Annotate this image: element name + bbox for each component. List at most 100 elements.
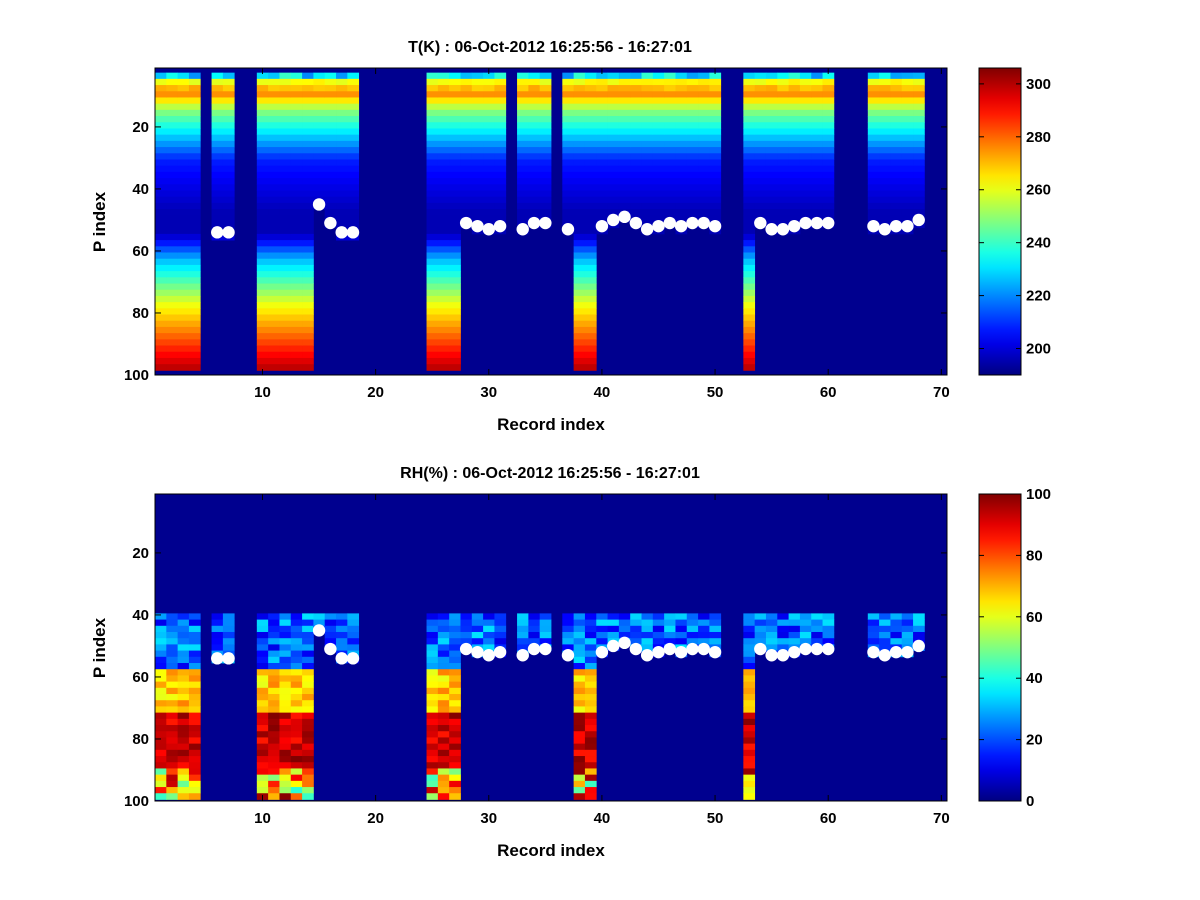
heatmap-cell	[483, 103, 495, 111]
heatmap-cell	[901, 128, 914, 136]
heatmap-cell	[256, 97, 269, 105]
heatmap-cell	[573, 718, 586, 726]
heatmap-cell	[177, 320, 190, 328]
heatmap-cell	[494, 91, 507, 98]
heatmap-cell	[799, 78, 812, 86]
heatmap-cell	[426, 314, 439, 322]
heatmap-cell	[664, 631, 676, 639]
heatmap-cell	[641, 184, 654, 191]
heatmap-cell	[777, 631, 789, 639]
heatmap-cell	[268, 339, 280, 346]
heatmap-cell	[155, 339, 167, 346]
heatmap-cell	[177, 650, 190, 658]
heatmap-cell	[652, 209, 665, 216]
heatmap-cell	[788, 72, 801, 80]
heatmap-cell	[166, 681, 179, 689]
heatmap-cell	[188, 196, 201, 204]
heatmap-cell	[290, 147, 303, 154]
heatmap-cell	[788, 202, 801, 210]
heatmap-cell	[177, 762, 190, 769]
heatmap-cell	[177, 700, 190, 707]
heatmap-cell	[765, 190, 778, 198]
heatmap-cell	[901, 134, 914, 142]
heatmap-cell	[313, 103, 326, 111]
heatmap-cell	[539, 196, 552, 204]
heatmap-cell	[573, 171, 586, 179]
heatmap-cell	[517, 140, 529, 148]
heatmap-cell	[573, 85, 586, 92]
x-tick-label: 30	[480, 810, 497, 827]
heatmap-cell	[686, 165, 699, 173]
heatmap-cell	[596, 190, 608, 198]
heatmap-cell	[302, 351, 314, 359]
heatmap-cell	[302, 295, 314, 303]
heatmap-cell	[426, 202, 439, 210]
heatmap-cell	[177, 743, 190, 751]
heatmap-cell	[437, 271, 450, 278]
heatmap-cell	[268, 202, 280, 210]
heatmap-cell	[584, 289, 597, 297]
heatmap-cell	[188, 171, 201, 179]
profile-marker	[222, 652, 235, 665]
heatmap-cell	[449, 694, 461, 701]
heatmap-cell	[256, 712, 269, 720]
heatmap-cell	[166, 718, 179, 726]
heatmap-cell	[822, 103, 835, 111]
heatmap-cell	[743, 774, 756, 782]
heatmap-cell	[449, 246, 461, 253]
heatmap-cell	[652, 147, 665, 154]
heatmap-cell	[279, 295, 292, 303]
heatmap-cell	[607, 116, 620, 123]
heatmap-cell	[437, 72, 450, 80]
heatmap-cell	[155, 171, 167, 179]
heatmap-cell	[641, 619, 654, 627]
heatmap-cell	[222, 134, 235, 142]
heatmap-cell	[302, 780, 314, 788]
heatmap-cell	[652, 165, 665, 173]
heatmap-cell	[573, 700, 586, 707]
heatmap-cell	[336, 128, 348, 136]
heatmap-cell	[879, 103, 891, 111]
heatmap-cell	[290, 97, 303, 105]
heatmap-cell	[811, 72, 823, 80]
heatmap-cell	[279, 357, 292, 365]
heatmap-cell	[449, 116, 461, 123]
heatmap-cell	[256, 271, 269, 278]
heatmap-cell	[437, 246, 450, 253]
heatmap-cell	[596, 140, 608, 148]
heatmap-cell	[652, 97, 665, 105]
heatmap-cell	[584, 700, 597, 707]
heatmap-cell	[324, 72, 337, 80]
heatmap-cell	[528, 190, 541, 198]
heatmap-cell	[652, 140, 665, 148]
heatmap-cell	[256, 159, 269, 167]
heatmap-cell	[777, 78, 789, 86]
heatmap-cell	[596, 215, 608, 222]
heatmap-cell	[630, 171, 642, 179]
heatmap-cell	[177, 731, 190, 738]
heatmap-cell	[675, 134, 688, 142]
heatmap-cell	[539, 159, 552, 167]
heatmap-cell	[449, 159, 461, 167]
x-tick-label: 50	[707, 810, 724, 827]
heatmap-cell	[743, 314, 756, 322]
heatmap-cell	[664, 128, 676, 136]
heatmap-cell	[437, 345, 450, 353]
heatmap-cell	[799, 209, 812, 216]
heatmap-cell	[913, 85, 925, 92]
heatmap-cell	[494, 619, 507, 627]
heatmap-cell	[584, 209, 597, 216]
heatmap-cell	[279, 731, 292, 738]
heatmap-cell	[222, 631, 235, 639]
heatmap-cell	[573, 233, 586, 241]
heatmap-cell	[166, 687, 179, 695]
heatmap-cell	[573, 277, 586, 284]
heatmap-cell	[788, 171, 801, 179]
heatmap-cell	[607, 196, 620, 204]
heatmap-cell	[279, 271, 292, 278]
heatmap-cell	[166, 116, 179, 123]
heatmap-cell	[166, 768, 179, 776]
heatmap-cell	[449, 731, 461, 738]
heatmap-cell	[290, 159, 303, 167]
heatmap-cell	[596, 147, 608, 154]
